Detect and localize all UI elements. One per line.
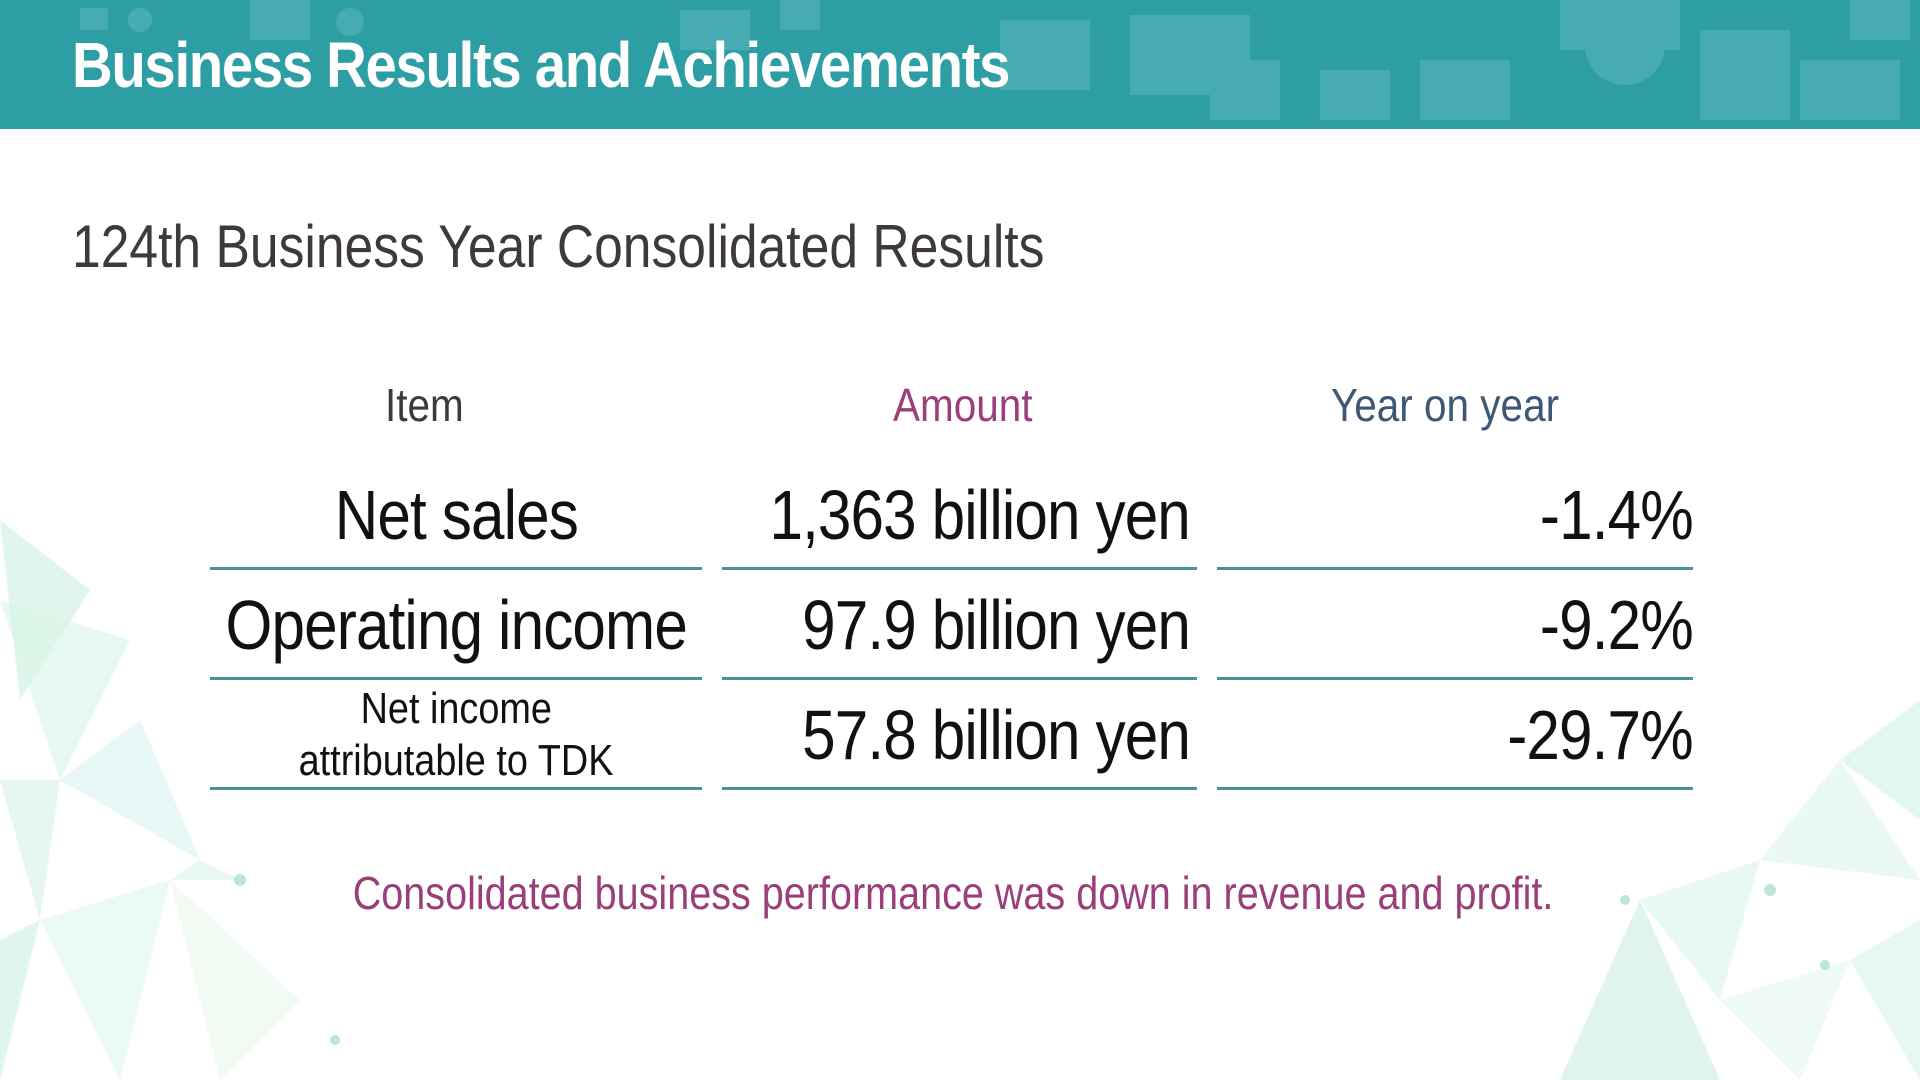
row-divider [1217,787,1693,790]
row-divider [210,567,702,570]
row-yoy-cell: -1.4% [1217,465,1694,565]
column-header-item-label: Item [385,379,464,431]
row-divider [1217,567,1693,570]
electronic-components-pattern [80,0,1910,120]
row-yoy-value: -29.7% [1507,696,1693,774]
table-row: Net sales 1,363 billion yen -1.4% [0,465,1920,575]
summary-statement: Consolidated business performance was do… [0,866,1906,920]
row-item-cell: Operating income [210,575,702,675]
section-subtitle: 124th Business Year Consolidated Results [72,213,1045,280]
row-item-label: Net sales [334,476,578,554]
header-title: Business Results and Achievements [72,29,1010,101]
row-yoy-value: -9.2% [1540,586,1694,664]
column-header-amount: Amount [893,379,1033,431]
row-amount-value: 57.8 billion yen [802,696,1191,774]
row-item-cell: Net sales [210,465,702,565]
row-amount-cell: 1,363 billion yen [722,465,1191,565]
table-row: Net income attributable to TDK 57.8 bill… [0,684,1920,795]
row-amount-value: 97.9 billion yen [802,586,1191,664]
row-item-label-line2: attributable to TDK [298,736,614,785]
row-yoy-cell: -9.2% [1217,575,1694,675]
row-divider [210,787,702,790]
row-divider [1217,677,1693,680]
row-divider [722,567,1197,570]
row-amount-cell: 57.8 billion yen [722,685,1191,785]
table-row: Operating income 97.9 billion yen -9.2% [0,575,1920,685]
row-item-label: Operating income [225,586,687,664]
row-amount-cell: 97.9 billion yen [722,575,1191,675]
row-divider [722,677,1197,680]
header-banner: Business Results and Achievements [0,0,1920,129]
row-amount-value: 1,363 billion yen [769,476,1191,554]
row-item-label-line1: Net income [360,684,552,733]
column-header-yoy: Year on year [1331,379,1560,431]
row-yoy-cell: -29.7% [1217,685,1693,785]
row-divider [722,787,1197,790]
row-divider [210,677,702,680]
row-yoy-value: -1.4% [1540,476,1694,554]
summary-statement-text: Consolidated business performance was do… [352,867,1554,919]
row-item-cell: Net income attributable to TDK [210,684,702,785]
